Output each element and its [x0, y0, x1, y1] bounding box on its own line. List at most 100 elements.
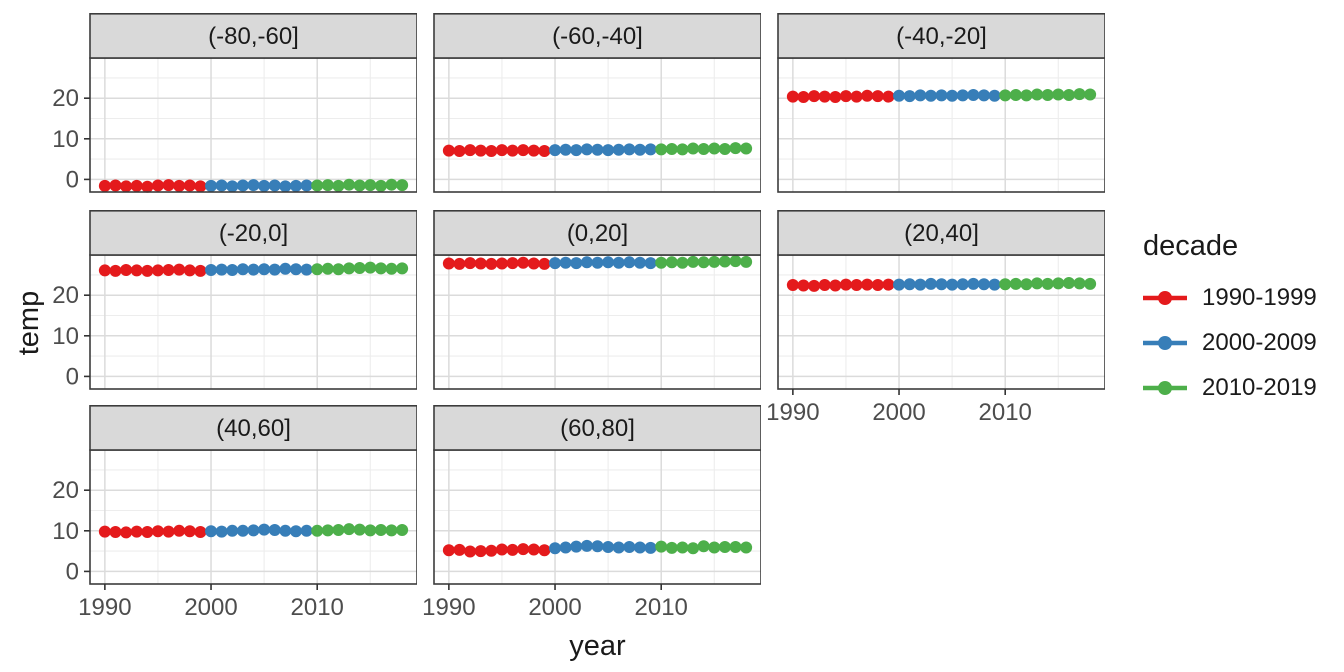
- data-point: [1052, 277, 1065, 290]
- data-point: [268, 263, 281, 276]
- data-point: [279, 262, 292, 275]
- data-point: [559, 143, 572, 156]
- data-point: [109, 264, 122, 277]
- data-point: [495, 257, 508, 270]
- data-point: [183, 179, 196, 192]
- legend-item-label: 2000-2009: [1202, 328, 1317, 356]
- data-point: [977, 89, 990, 102]
- data-point: [882, 90, 895, 103]
- data-point: [718, 255, 731, 268]
- data-point: [988, 278, 1001, 291]
- data-point: [612, 256, 625, 269]
- data-point: [570, 257, 583, 270]
- facet-strip: [777, 210, 1105, 256]
- data-point: [453, 543, 466, 556]
- data-point: [279, 180, 292, 193]
- data-point: [999, 278, 1012, 291]
- data-point: [676, 541, 689, 554]
- data-point: [1073, 88, 1086, 101]
- data-point: [236, 524, 249, 537]
- data-point: [495, 543, 508, 556]
- data-point: [999, 89, 1012, 102]
- data-point: [786, 279, 799, 292]
- data-point: [1084, 277, 1097, 290]
- legend-key-dot: [1158, 380, 1172, 395]
- data-point: [130, 264, 143, 277]
- data-point: [644, 257, 657, 270]
- data-point: [173, 524, 186, 537]
- facet-strip: [433, 13, 761, 59]
- legend-key-dot: [1158, 335, 1172, 350]
- y-axis-title: temp: [13, 290, 45, 356]
- data-point: [602, 256, 615, 269]
- panel-background: [434, 255, 761, 389]
- data-point: [665, 256, 678, 269]
- data-point: [633, 541, 646, 554]
- x-tick-label: 2010: [635, 594, 688, 621]
- data-point: [861, 278, 874, 291]
- data-point: [364, 179, 377, 192]
- panel-background: [90, 450, 417, 584]
- legend-item: 1990-1999: [1143, 275, 1343, 320]
- facet-strip: [89, 210, 417, 256]
- facet-chart: (0,20]: [433, 210, 761, 390]
- data-point: [591, 143, 604, 156]
- legend-key-icon: [1143, 290, 1187, 305]
- data-point: [935, 278, 948, 291]
- data-point: [396, 179, 409, 192]
- data-point: [633, 143, 646, 156]
- data-point: [1041, 88, 1054, 101]
- data-point: [697, 142, 710, 155]
- y-tick-label: 0: [66, 558, 79, 585]
- data-point: [893, 278, 906, 291]
- data-point: [385, 524, 398, 537]
- legend-item-label: 1990-1999: [1202, 283, 1317, 311]
- data-point: [580, 256, 593, 269]
- y-tick-label: 0: [66, 166, 79, 193]
- data-point: [580, 143, 593, 156]
- x-tick-label: 1990: [766, 399, 819, 426]
- legend-item-label: 2010-2019: [1202, 373, 1317, 401]
- data-point: [258, 263, 271, 276]
- data-point: [343, 178, 356, 191]
- data-point: [665, 142, 678, 155]
- data-point: [697, 256, 710, 269]
- data-point: [130, 525, 143, 538]
- data-point: [808, 279, 821, 292]
- data-point: [740, 255, 753, 268]
- data-point: [374, 179, 387, 192]
- data-point: [786, 90, 799, 103]
- data-point: [311, 179, 324, 192]
- data-point: [527, 257, 540, 270]
- data-point: [924, 89, 937, 102]
- data-point: [495, 144, 508, 157]
- data-point: [173, 179, 186, 192]
- data-point: [141, 526, 154, 539]
- data-point: [226, 180, 239, 193]
- data-point: [808, 90, 821, 103]
- data-point: [967, 88, 980, 101]
- data-point: [485, 257, 498, 270]
- data-point: [914, 89, 927, 102]
- data-point: [396, 523, 409, 536]
- data-point: [708, 255, 721, 268]
- data-point: [442, 544, 455, 557]
- data-point: [538, 544, 551, 557]
- panel-background: [778, 255, 1105, 389]
- data-point: [517, 144, 530, 157]
- data-point: [485, 544, 498, 557]
- x-axis-title: year: [569, 630, 626, 662]
- data-point: [332, 523, 345, 536]
- data-point: [602, 144, 615, 157]
- data-point: [396, 262, 409, 275]
- facet-strip: [777, 13, 1105, 59]
- facet-strip: [89, 13, 417, 59]
- data-point: [98, 264, 111, 277]
- data-point: [538, 257, 551, 270]
- facet-strip: [433, 210, 761, 256]
- data-point: [258, 523, 271, 536]
- y-tick-label: 20: [52, 282, 79, 309]
- facet-strip: [433, 405, 761, 451]
- data-point: [967, 277, 980, 290]
- data-point: [226, 524, 239, 537]
